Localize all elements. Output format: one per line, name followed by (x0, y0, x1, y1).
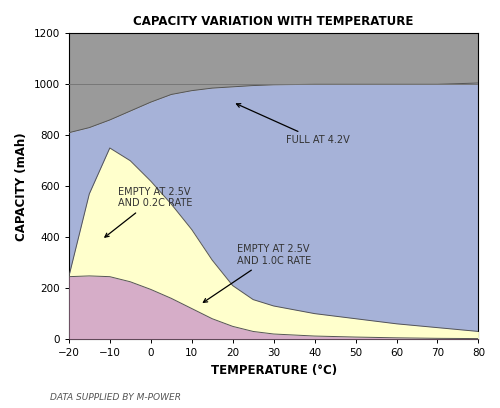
Text: FULL AT 4.2V: FULL AT 4.2V (236, 104, 350, 145)
Text: DATA SUPPLIED BY M-POWER: DATA SUPPLIED BY M-POWER (50, 393, 181, 402)
Text: EMPTY AT 2.5V
AND 0.2C RATE: EMPTY AT 2.5V AND 0.2C RATE (105, 187, 192, 237)
Title: CAPACITY VARIATION WITH TEMPERATURE: CAPACITY VARIATION WITH TEMPERATURE (134, 15, 414, 28)
Text: EMPTY AT 2.5V
AND 1.0C RATE: EMPTY AT 2.5V AND 1.0C RATE (204, 244, 311, 302)
Y-axis label: CAPACITY (mAh): CAPACITY (mAh) (15, 132, 28, 241)
X-axis label: TEMPERATURE (°C): TEMPERATURE (°C) (210, 364, 336, 377)
